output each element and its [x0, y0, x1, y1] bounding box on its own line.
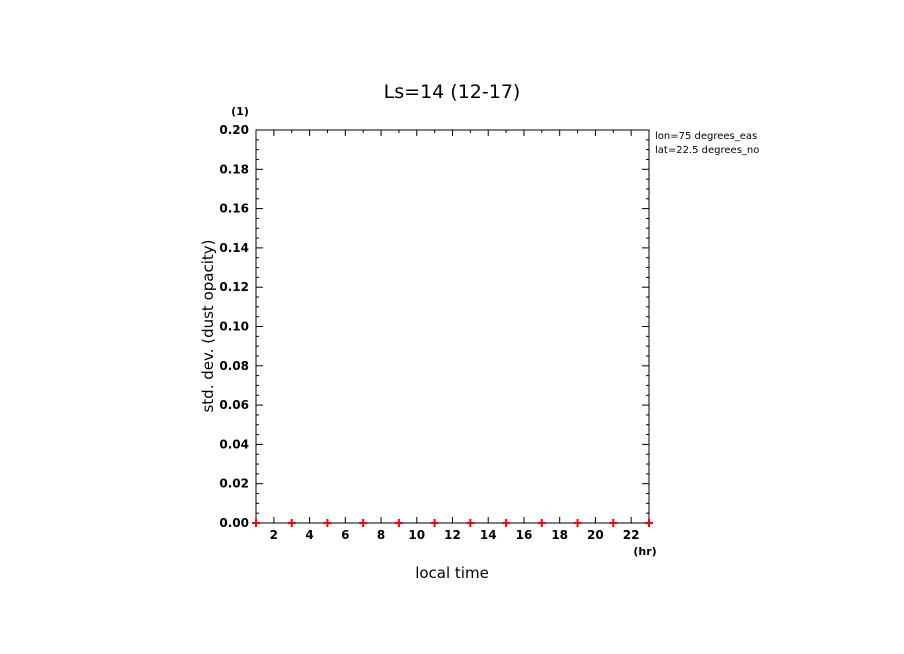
chart-title: Ls=14 (12-17)	[384, 81, 521, 103]
data-point	[502, 519, 511, 527]
x-tick-label: 12	[444, 528, 461, 542]
annotation-lat: lat=22.5 degrees_no	[655, 145, 759, 156]
data-point	[287, 519, 296, 527]
x-tick-label: 10	[408, 528, 425, 542]
data-point	[252, 519, 260, 527]
data-point	[537, 519, 546, 527]
y-tick-label: 0.20	[219, 123, 249, 137]
data-point	[466, 519, 475, 527]
y-tick-label: 0.10	[219, 320, 249, 334]
y-tick-label: 0.08	[219, 359, 249, 373]
x-axis-label: local time	[415, 564, 489, 582]
y-axis-label: std. dev. (dust opacity)	[199, 239, 217, 412]
y-tick-label: 0.12	[219, 280, 249, 294]
y-tick-label: 0.06	[219, 398, 249, 412]
data-point	[645, 519, 653, 527]
x-tick-label: 22	[623, 528, 640, 542]
data-point	[323, 519, 332, 527]
data-point	[573, 519, 582, 527]
x-tick-label: 2	[270, 528, 278, 542]
x-tick-label: 8	[377, 528, 385, 542]
x-unit-label: (hr)	[633, 545, 656, 558]
y-unit-label: (1)	[231, 105, 249, 118]
annotation-lon: lon=75 degrees_eas	[655, 131, 757, 142]
x-tick-label: 16	[516, 528, 533, 542]
x-tick-label: 6	[341, 528, 349, 542]
y-tick-label: 0.18	[219, 162, 249, 176]
y-tick-label: 0.02	[219, 477, 249, 491]
data-point	[394, 519, 403, 527]
y-tick-label: 0.14	[219, 241, 249, 255]
x-tick-label: 4	[305, 528, 313, 542]
x-tick-label: 20	[587, 528, 604, 542]
data-point	[609, 519, 618, 527]
x-tick-label: 18	[551, 528, 568, 542]
plot-frame	[255, 129, 650, 524]
y-tick-label: 0.00	[219, 516, 249, 530]
y-tick-label: 0.16	[219, 202, 249, 216]
x-tick-label: 14	[480, 528, 497, 542]
data-point	[359, 519, 368, 527]
y-tick-label: 0.04	[219, 437, 249, 451]
data-point	[430, 519, 439, 527]
